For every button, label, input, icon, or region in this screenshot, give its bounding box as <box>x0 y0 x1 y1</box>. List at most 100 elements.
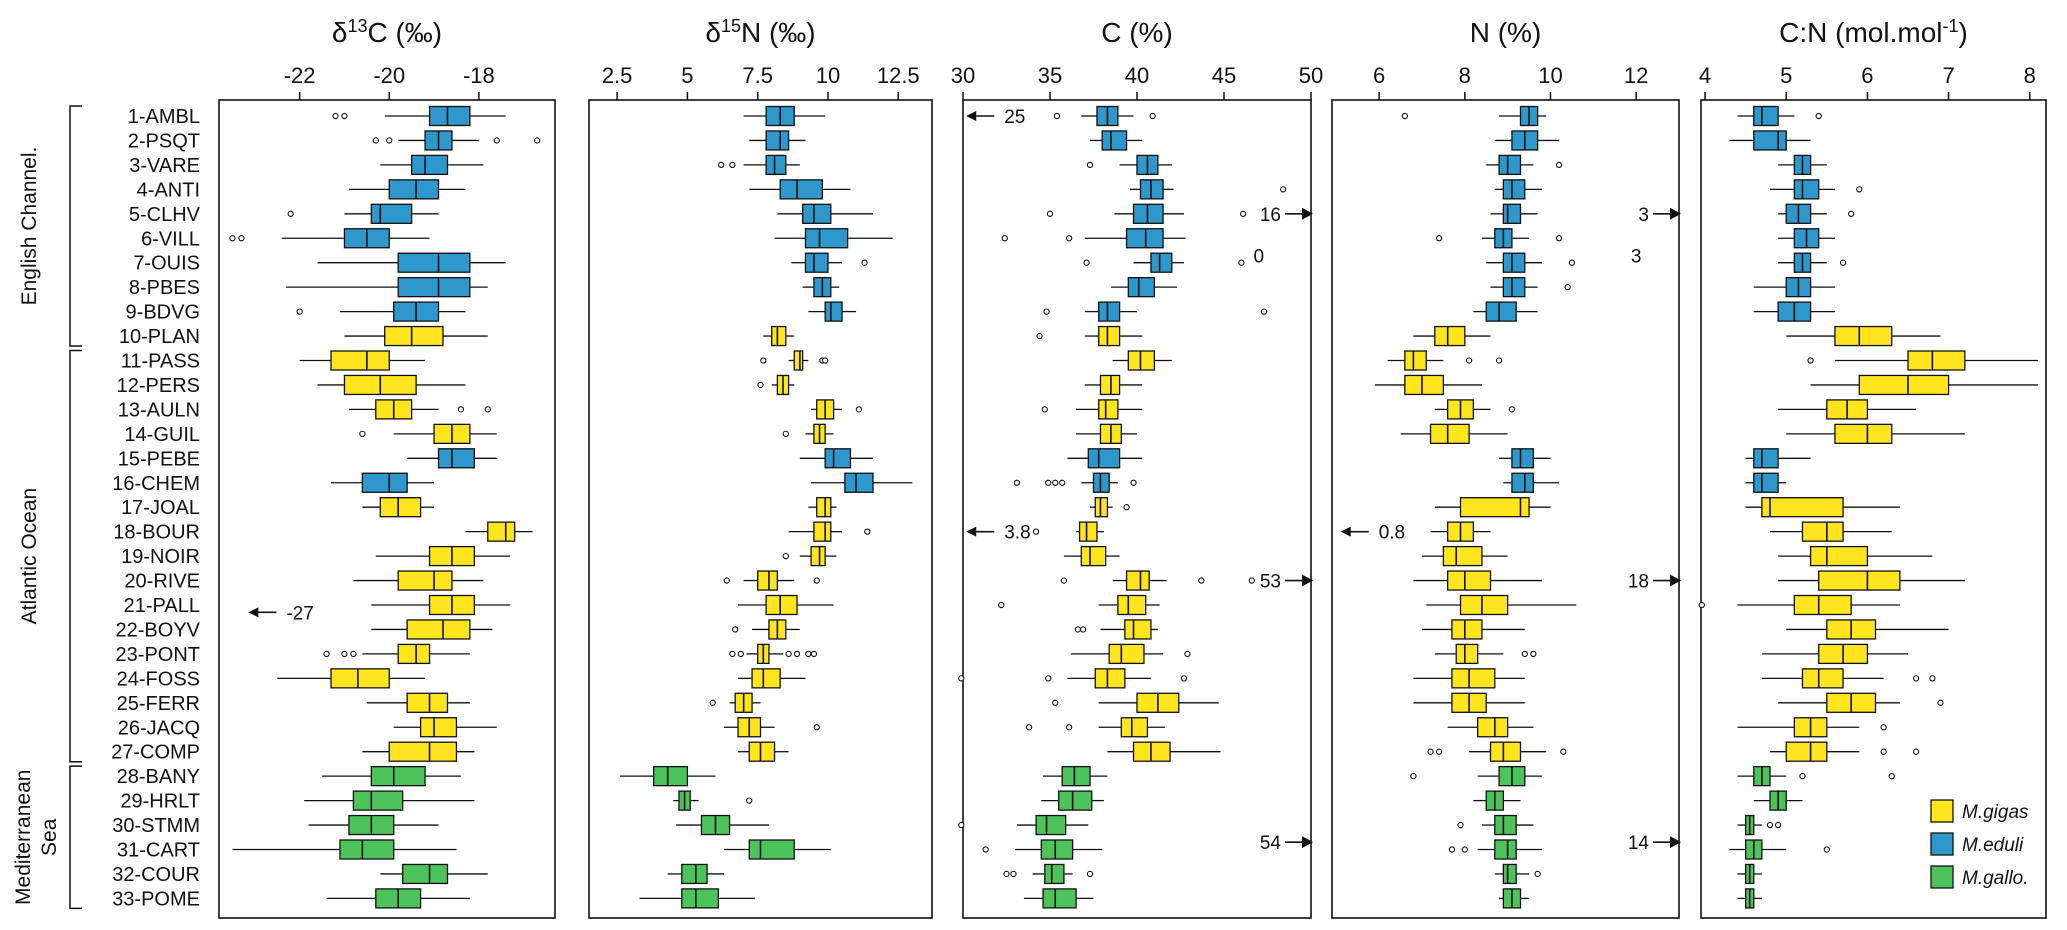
iqr-box <box>1040 839 1074 860</box>
site-label: 21-PALL <box>124 595 200 617</box>
outlier-point <box>350 650 357 658</box>
iqr-box <box>1127 350 1156 371</box>
outlier-point <box>813 724 820 731</box>
iqr-box <box>428 105 471 127</box>
box-22-BOYV <box>1074 619 1158 640</box>
outlier-point <box>1198 577 1205 584</box>
iqr-box <box>816 497 832 518</box>
region-label: Mediterranean <box>12 770 35 905</box>
box-33-POME <box>326 888 470 909</box>
box-5-CLHV <box>1490 203 1538 224</box>
site-label: 32-COUR <box>112 864 200 886</box>
iqr-box <box>410 154 449 176</box>
offscale-label: 54 <box>1260 833 1282 854</box>
outlier-point <box>861 259 868 266</box>
iqr-box <box>388 179 440 200</box>
outlier-point <box>1065 724 1073 731</box>
offscale-label: 3 <box>1638 205 1649 226</box>
outlier-point <box>822 357 829 364</box>
iqr-box <box>1117 594 1147 616</box>
iqr-box <box>1818 570 1901 591</box>
box-26-JACQ <box>1025 717 1165 738</box>
iqr-box <box>1094 668 1126 689</box>
box-6-VILL <box>1778 228 1835 249</box>
legend-label: M.eduli <box>1962 835 2024 856</box>
box-30-STMM <box>308 814 439 836</box>
box-8-PBES <box>1110 276 1178 298</box>
box-25-FERR <box>1052 692 1219 713</box>
iqr-box <box>1753 472 1779 493</box>
site-label: 12-PERS <box>117 375 200 397</box>
x-tick-label: 40 <box>1125 63 1149 88</box>
outlier-point <box>729 650 736 658</box>
outlier-point <box>493 137 500 144</box>
box-24-FOSS <box>958 668 1188 689</box>
iqr-box <box>1434 325 1466 347</box>
box-4-ANTI <box>1770 179 1863 200</box>
box-7-OUIS <box>791 252 868 273</box>
iqr-box <box>1080 545 1107 567</box>
box-12-PERS <box>1374 374 1482 396</box>
panel-title: δ13C (‰) <box>332 16 442 48</box>
box-4-ANTI <box>1494 179 1542 200</box>
region-bracket <box>69 349 82 763</box>
box-21-PALL <box>1698 594 1900 616</box>
offscale-annotation: 3 <box>1631 246 1642 267</box>
iqr-box <box>397 252 471 273</box>
box-19-NOIR <box>782 545 837 567</box>
x-tick-label: 35 <box>1038 63 1062 88</box>
panel-title-part: δ <box>705 17 721 48</box>
box-25-FERR <box>1778 692 1944 713</box>
iqr-box <box>1477 717 1509 738</box>
outlier-point <box>332 112 339 120</box>
panel-title-part: -1 <box>1943 16 1959 36</box>
offscale-annotation: 53 <box>1260 572 1313 593</box>
outlier-point <box>805 650 812 658</box>
outlier-point <box>457 406 465 413</box>
iqr-box <box>793 350 804 371</box>
box-11-PASS <box>299 350 426 371</box>
outlier-point <box>1280 186 1287 193</box>
box-18-BOUR <box>788 521 871 542</box>
region-bracket <box>69 765 82 910</box>
x-tick-label: -20 <box>373 63 405 88</box>
site-label: 17-JOAL <box>121 497 200 519</box>
iqr-box <box>765 154 787 176</box>
legend-label: M.gallo. <box>1962 868 2029 889</box>
box-27-COMP <box>738 741 789 762</box>
box-20-RIVE <box>1778 570 1965 591</box>
box-5-CLHV <box>287 203 439 224</box>
iqr-box <box>765 130 790 151</box>
box-16-CHEM <box>1745 472 1787 493</box>
iqr-box <box>1502 203 1522 224</box>
offscale-annotation: 0 <box>1254 246 1265 267</box>
iqr-box <box>1494 814 1517 836</box>
iqr-box <box>352 790 404 811</box>
site-label: 25-FERR <box>117 693 200 715</box>
panel-title-part: C (‰) <box>367 17 442 48</box>
x-tick-label: 6 <box>1861 63 1873 88</box>
x-tick-label: 45 <box>1212 63 1236 88</box>
iqr-box <box>1502 252 1526 273</box>
box-13-AULN <box>1434 399 1516 420</box>
iqr-box <box>748 741 776 762</box>
iqr-box <box>1459 594 1509 616</box>
box-19-NOIR <box>375 545 511 567</box>
outlier-point <box>1912 675 1920 682</box>
outlier-point <box>1457 821 1464 829</box>
iqr-box <box>1485 301 1517 322</box>
iqr-box <box>379 497 422 518</box>
box-22-BOYV <box>1421 619 1525 640</box>
outlier-point <box>1495 357 1503 364</box>
box-9-BDVG <box>296 301 466 322</box>
panel-title-part: N (‰) <box>741 17 816 48</box>
outlier-point <box>1041 406 1048 413</box>
offscale-annotation: 3 <box>1638 205 1681 226</box>
box-10-PLAN <box>344 325 488 347</box>
panel-4: N (%) 6 8 10 12 0.8 3 3 18 14 <box>1331 17 1681 919</box>
box-33-POME <box>639 888 755 909</box>
outlier-point <box>1448 846 1456 853</box>
outlier-point <box>1260 308 1268 315</box>
box-11-PASS <box>760 350 829 371</box>
